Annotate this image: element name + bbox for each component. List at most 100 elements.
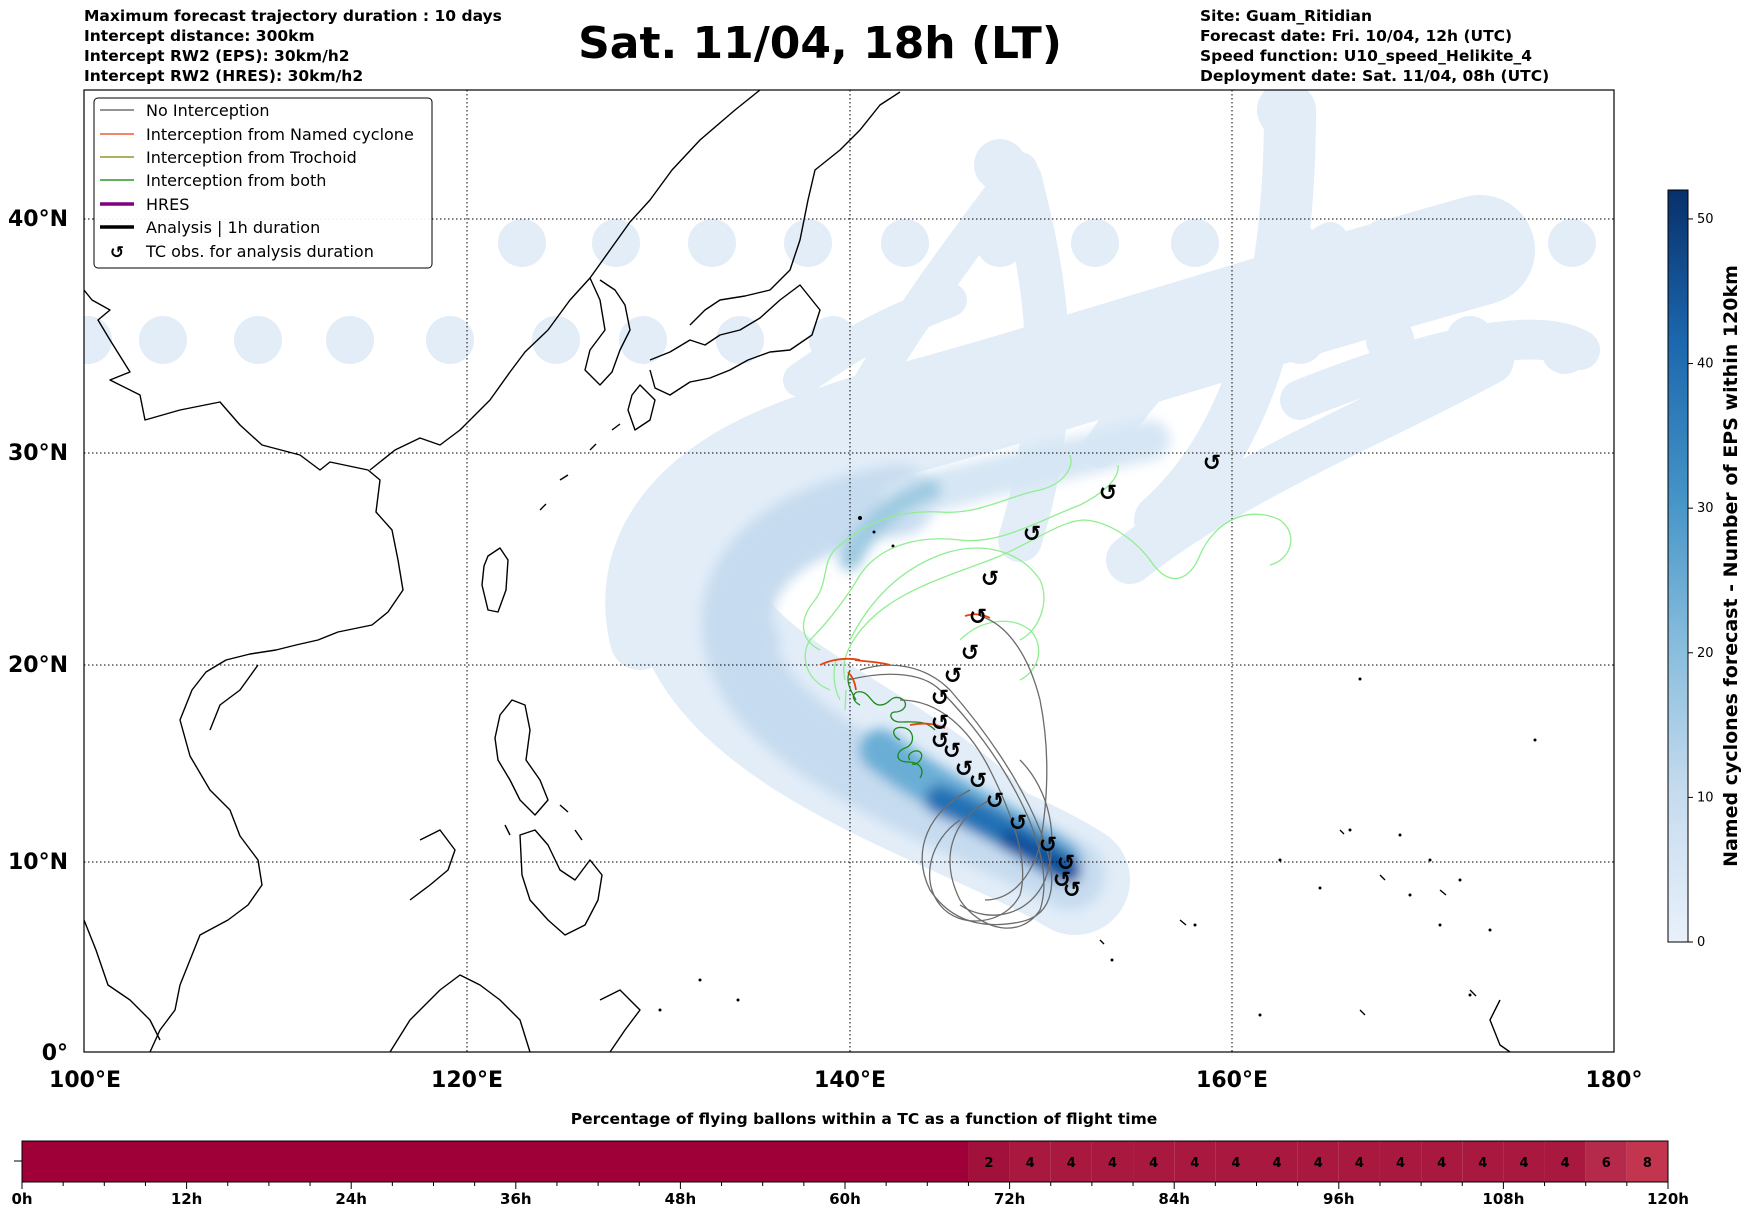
header-left-info: Maximum forecast trajectory duration : 1… [84,6,502,86]
intercept-distance-text: Intercept distance: 300km [84,27,315,45]
flight-bar-tick-label: 84h [1158,1190,1190,1208]
tc-obs-icon: ↺ [1023,522,1041,547]
flight-bar-cell [1626,1141,1668,1182]
legend-label-tc-obs: TC obs. for analysis duration [145,242,374,261]
flight-time-bar: Percentage of flying ballons within a TC… [11,1110,1689,1208]
tc-obs-icon: ↺ [986,789,1004,814]
deployment-date-text: Deployment date: Sat. 11/04, 08h (UTC) [1200,67,1550,85]
flight-bar-cell [968,1141,1010,1182]
lon-tick-label: 160°E [1196,1068,1268,1093]
tc-obs-icon: ↺ [969,769,987,794]
tc-obs-icon: ↺ [955,757,973,782]
flight-bar-cell-value: 4 [1396,1156,1405,1171]
tc-obs-icon: ↺ [961,641,979,666]
flight-bar-cell-value: 4 [1190,1156,1199,1171]
lat-tick-label: 40°N [8,207,68,232]
map-legend: No Interception Interception from Named … [93,97,433,269]
red-trajectory-segments [819,613,991,729]
flight-bar-tick-label: 24h [335,1190,367,1208]
flight-bar-cell [1009,1141,1051,1182]
colorbar-gradient [1667,189,1689,943]
flight-bar-cell-value: 4 [1478,1156,1487,1171]
colorbar-tick-label: 50 [1697,212,1714,227]
tc-obs-icon: ↺ [969,605,987,630]
flight-bar-cell [1379,1141,1422,1182]
colorbar-tick-label: 20 [1697,646,1714,661]
lon-tick-label: 180° [1586,1068,1643,1093]
flight-bar-cell-value: 2 [985,1156,994,1171]
forecast-date-text: Forecast date: Fri. 10/04, 12h (UTC) [1200,27,1513,45]
legend-label-no-interception: No Interception [146,101,270,120]
lat-tick-label: 20°N [8,653,68,678]
header-right-info: Site: Guam_Ritidian Forecast date: Fri. … [1200,6,1549,86]
tc-obs-icon: ↺ [981,567,999,592]
tc-obs-icon: ↺ [931,729,949,754]
flight-bar-cell-value: 8 [1643,1156,1652,1171]
flight-bar-cell-value: 4 [1026,1156,1035,1171]
legend-label-analysis: Analysis | 1h duration [146,218,320,237]
coastlines [84,90,1511,1052]
flight-bar-cell-value: 4 [1273,1156,1282,1171]
lat-tick-label: 30°N [8,441,68,466]
trajectories [802,454,1292,929]
flight-bar-cell-value: 4 [1067,1156,1076,1171]
flight-bar-tick-label: 72h [994,1190,1026,1208]
gray-trajectories [847,615,1053,929]
legend-label-both: Interception from both [146,171,326,190]
flight-bar-cell [1256,1141,1298,1182]
colorbar-tick-label: 10 [1697,790,1714,805]
site-text: Site: Guam_Ritidian [1200,7,1372,25]
lon-tick-label: 140°E [814,1068,886,1093]
flight-bar-cell-value: 4 [1519,1156,1528,1171]
tc-obs-icon: ↺ [943,739,961,764]
page-title: Sat. 11/04, 18h (LT) [578,18,1062,69]
intercept-eps-text: Intercept RW2 (EPS): 30km/h2 [84,47,350,65]
flight-bar-cell [1338,1141,1380,1182]
tc-obs-icon: ↺ [110,243,124,263]
colorbar-label: Named cyclones forecast - Number of EPS … [1720,265,1742,867]
colorbar-tick-label: 0 [1697,935,1705,950]
tc-obs-icon: ↺ [1053,868,1071,893]
lat-axis-labels: 40°N 30°N 20°N 10°N 0° [8,207,68,1066]
map-border [83,89,1615,1053]
flight-bar-cell-value: 4 [1561,1156,1570,1171]
max-duration-text: Maximum forecast trajectory duration : 1… [84,7,502,25]
flight-bar-cell-value: 4 [1231,1156,1240,1171]
tc-observation-markers: ↺ ↺ ↺ ↺ ↺ ↺ ↺ ↺ ↺ ↺ ↺ ↺ ↺ ↺ ↺ ↺ ↺ ↺ ↺ [931,451,1221,903]
flight-bar-tick-label: 36h [500,1190,532,1208]
lon-tick-label: 100°E [49,1068,121,1093]
flight-bar-cell [1585,1141,1627,1182]
lon-tick-label: 120°E [431,1068,503,1093]
flight-bar-ticks: 0h 12h 24h 36h 48h 60h 72h 84h 96h 108h 120h [11,1182,1689,1208]
flight-bar-cell [1544,1141,1586,1182]
legend-label-named-cyclone: Interception from Named cyclone [146,125,414,144]
flight-bar-cell [1174,1141,1216,1182]
flight-bar-tick-label: 120h [1647,1190,1689,1208]
colorbar-ticks: 0 10 20 30 40 50 [1688,212,1714,950]
flight-bar-tick-label: 48h [665,1190,697,1208]
legend-label-hres: HRES [146,195,189,214]
flight-bar-cell [1091,1141,1134,1182]
flight-bar-cell [22,1141,969,1182]
tc-obs-icon: ↺ [944,664,962,689]
flight-bar-title: Percentage of flying ballons within a TC… [571,1110,1158,1128]
flight-bar-tick-label: 96h [1323,1190,1355,1208]
lat-tick-label: 10°N [8,850,68,875]
flight-bar-cell [1050,1141,1092,1182]
flight-bar-cell [1133,1141,1175,1182]
flight-bar-tick-label: 108h [1482,1190,1524,1208]
colorbar: 0 10 20 30 40 50 Named cyclones forecast - Nu… [1667,189,1742,950]
intercept-hres-text: Intercept RW2 (HRES): 30km/h2 [84,67,364,85]
speed-function-text: Speed function: U10_speed_Helikite_4 [1200,47,1533,65]
legend-label-trochoid: Interception from Trochoid [146,148,357,167]
colorbar-tick-label: 30 [1697,501,1714,516]
flight-bar-cell [1421,1141,1463,1182]
flight-bar-tick-label: 60h [829,1190,861,1208]
flight-bar-cell-value: 4 [1108,1156,1117,1171]
map-grid [84,90,1614,1052]
lon-axis-labels: 100°E 120°E 140°E 160°E 180° [49,1068,1642,1093]
flight-bar-cell [1215,1141,1257,1182]
flight-bar-tick-label: 0h [11,1190,32,1208]
tc-obs-icon: ↺ [1009,811,1027,836]
